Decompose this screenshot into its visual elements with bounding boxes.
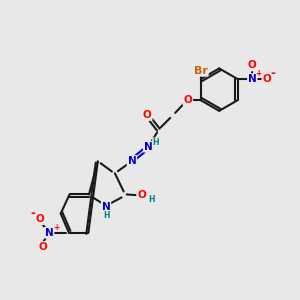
Text: O: O <box>248 61 257 70</box>
Text: +: + <box>53 223 59 232</box>
Text: O: O <box>143 110 152 120</box>
Text: N: N <box>144 142 152 152</box>
Text: H: H <box>103 211 109 220</box>
Text: O: O <box>38 242 47 252</box>
Text: N: N <box>128 156 136 166</box>
Text: -: - <box>271 67 275 80</box>
Text: O: O <box>35 214 44 224</box>
Text: H: H <box>148 195 154 204</box>
Text: +: + <box>255 69 261 78</box>
Text: N: N <box>248 74 257 84</box>
Text: Br: Br <box>194 66 208 76</box>
Text: H: H <box>152 138 159 147</box>
Text: O: O <box>262 74 271 84</box>
Text: -: - <box>31 207 35 220</box>
Text: O: O <box>184 95 192 105</box>
Text: N: N <box>45 228 54 238</box>
Text: O: O <box>138 190 147 200</box>
Text: N: N <box>102 202 110 212</box>
